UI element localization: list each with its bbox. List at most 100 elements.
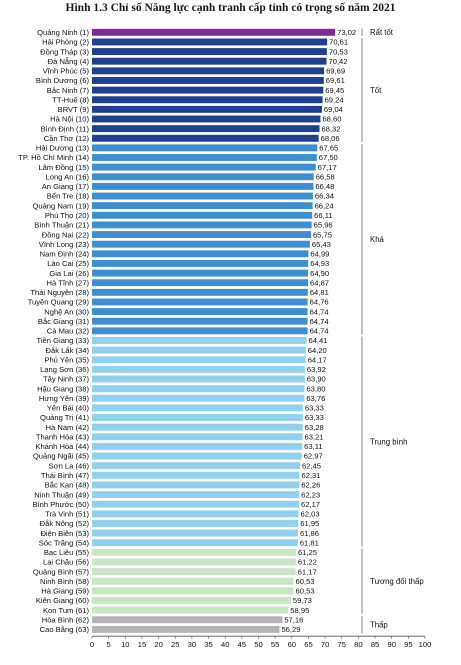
value-label: 63,90 <box>307 375 326 384</box>
bar <box>92 625 280 633</box>
bar <box>92 597 291 604</box>
bar <box>92 211 313 219</box>
province-label: Thái Bình (47) <box>41 471 90 480</box>
value-label: 60,53 <box>296 577 315 586</box>
x-tick-label: 15 <box>138 640 146 649</box>
x-tick-label: 75 <box>338 640 346 649</box>
bar <box>92 548 296 556</box>
x-tick-label: 65 <box>304 640 312 649</box>
bar <box>92 481 300 489</box>
value-label: 62,17 <box>301 500 320 509</box>
province-label: Quảng Trị (41) <box>40 413 89 422</box>
province-label: Bắc Giang (31) <box>38 317 90 326</box>
bar <box>92 221 312 229</box>
value-label: 68,06 <box>321 134 340 143</box>
bar <box>92 365 305 373</box>
bar <box>92 317 308 325</box>
value-label: 70,53 <box>329 47 348 56</box>
bar <box>92 192 313 200</box>
value-label: 62,45 <box>302 461 321 470</box>
province-label: Hòa Bình (62) <box>42 615 90 624</box>
bar <box>92 385 305 393</box>
x-tick-label: 60 <box>288 640 296 649</box>
province-label: Tuyên Quang (29) <box>28 298 90 307</box>
province-label: Cần Thơ (12) <box>44 134 90 143</box>
province-label: Trà Vinh (51) <box>45 510 89 519</box>
province-label: Bình Thuận (21) <box>34 221 89 230</box>
province-label: Thanh Hóa (43) <box>36 432 90 441</box>
value-label: 65,43 <box>312 240 331 249</box>
province-label: Điện Biên (53) <box>40 529 89 538</box>
bar <box>92 96 323 104</box>
value-label: 64,74 <box>310 317 329 326</box>
province-label: Đắk Nông (52) <box>40 519 90 528</box>
bar <box>92 471 300 479</box>
group-label: Trung bình <box>370 437 407 446</box>
bar <box>92 414 303 421</box>
value-label: 64,87 <box>310 278 329 287</box>
value-label: 67,50 <box>319 153 338 162</box>
value-label: 64,20 <box>308 346 327 355</box>
province-label: Hà Giang (59) <box>41 587 89 596</box>
province-label: Hải Phòng (2) <box>42 38 89 47</box>
group-brackets-layer: Rất tốt Tốt Khá Trung bình Tương đối thấp Thấ… <box>361 28 424 634</box>
bar <box>92 269 309 277</box>
x-tick-label: 85 <box>371 640 379 649</box>
x-tick-label: 55 <box>271 640 279 649</box>
province-label: Bình Phước (50) <box>33 500 90 509</box>
province-label: Quảng Ninh (1) <box>37 28 89 37</box>
province-label: Phú Thọ (20) <box>45 211 90 220</box>
province-label: Nghệ An (30) <box>44 307 89 316</box>
value-label: 68,32 <box>322 124 341 133</box>
value-label: 62,97 <box>304 452 323 461</box>
province-label: Ninh Bình (58) <box>40 577 89 586</box>
province-label: Bình Định (11) <box>41 124 90 133</box>
value-label: 69,69 <box>326 67 345 76</box>
value-label: 62,26 <box>301 481 320 490</box>
bar <box>92 510 299 518</box>
value-label: 64,41 <box>308 336 327 345</box>
province-label: Hà Nam (42) <box>46 423 90 432</box>
province-label: Hà Nội (10) <box>50 115 89 124</box>
bar <box>92 144 318 152</box>
value-label: 63,80 <box>306 384 325 393</box>
bar <box>92 442 303 450</box>
bar <box>92 500 300 508</box>
x-tick-label: 95 <box>404 640 412 649</box>
x-tick-label: 90 <box>387 640 395 649</box>
bar <box>92 327 308 335</box>
value-labels-layer: 73,0270,6170,5370,4269,6969,6169,4569,24… <box>281 28 356 634</box>
value-label: 63,92 <box>307 365 326 374</box>
value-label: 65,75 <box>313 230 332 239</box>
x-tick-label: 100 <box>419 640 432 649</box>
value-label: 64,81 <box>310 288 329 297</box>
value-label: 63,11 <box>304 442 322 451</box>
value-label: 69,61 <box>326 76 345 85</box>
value-label: 61,81 <box>300 538 319 547</box>
province-label: Ninh Thuận (49) <box>34 490 89 499</box>
chart-title: Hình 1.3 Chỉ số Năng lực cạnh tranh cấp … <box>65 2 396 14</box>
value-label: 63,33 <box>305 404 324 413</box>
bar <box>92 404 303 412</box>
province-label: TP. Hồ Chí Minh (14) <box>18 153 89 162</box>
province-label: BRVT (9) <box>58 105 90 114</box>
province-label: Bắc Kạn (48) <box>45 481 90 490</box>
province-label: Thái Nguyên (28) <box>30 288 89 297</box>
x-tick-label: 70 <box>321 640 329 649</box>
bar <box>92 529 298 537</box>
bar <box>92 115 321 123</box>
value-label: 63,28 <box>305 423 324 432</box>
value-label: 64,76 <box>310 298 329 307</box>
value-label: 61,17 <box>298 567 317 576</box>
province-label: Gia Lai (26) <box>49 269 89 278</box>
province-label: An Giang (17) <box>42 182 90 191</box>
bar <box>92 28 336 36</box>
value-label: 62,03 <box>301 510 320 519</box>
bar <box>92 173 314 181</box>
value-label: 61,22 <box>298 558 317 567</box>
bar <box>92 38 328 46</box>
province-label: Phú Yên (35) <box>44 355 89 364</box>
x-tick-label: 10 <box>121 640 129 649</box>
province-label: Quảng Nam (19) <box>32 201 89 210</box>
